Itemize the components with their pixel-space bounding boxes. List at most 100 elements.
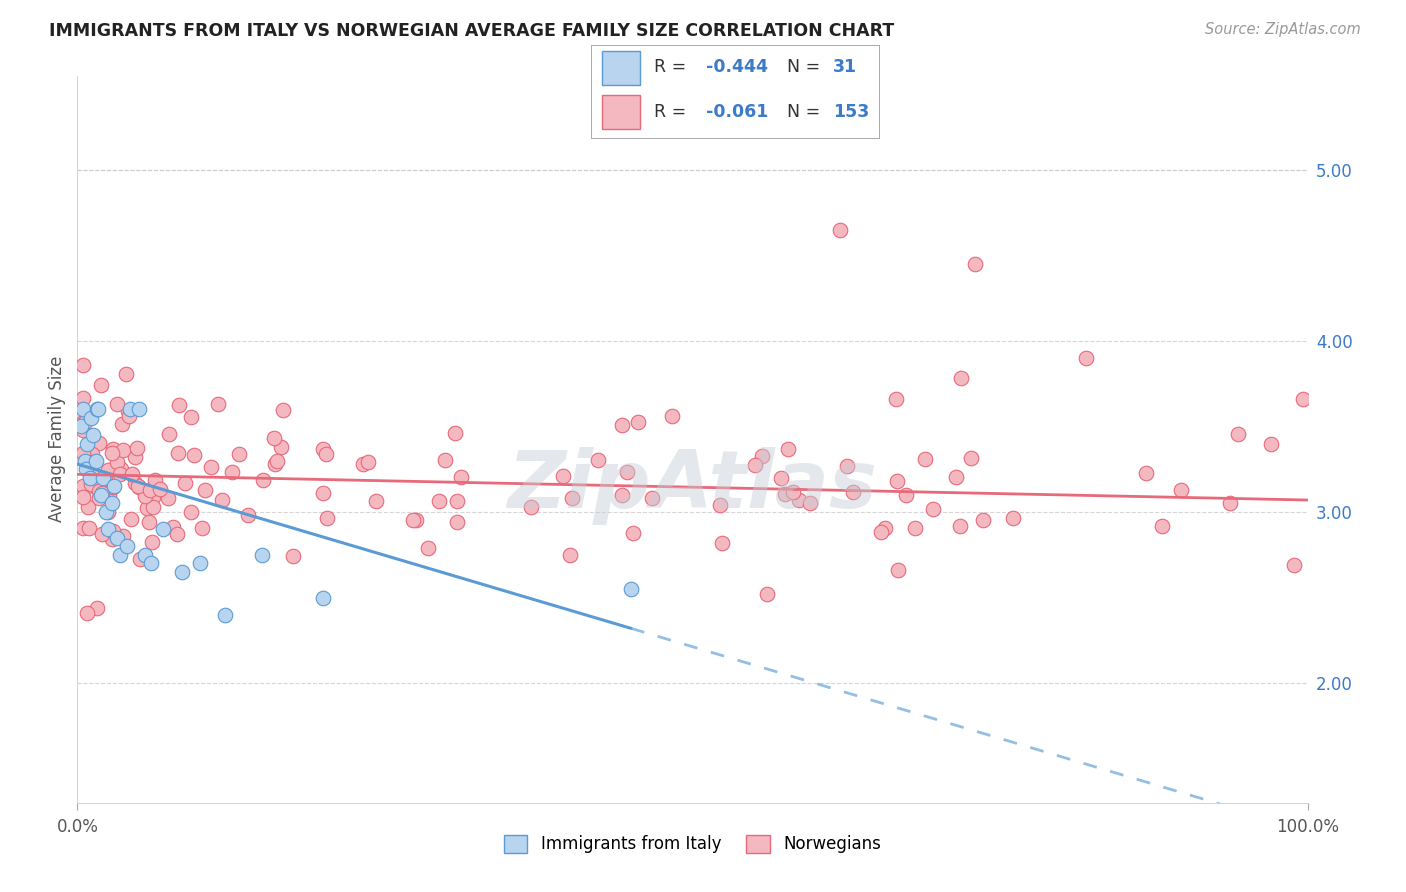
Point [904,521,927,535]
Point [124,475,146,490]
Point [129,552,152,566]
Point [561,491,583,505]
Point [270,440,292,454]
Text: N =: N = [786,58,825,76]
Point [312,486,335,500]
Point [616,465,638,479]
Text: -0.444: -0.444 [706,58,768,76]
Point [115,367,138,381]
Point [80,411,103,425]
Point [141,535,163,549]
Point [364,494,387,508]
Point [120,512,142,526]
Point [80,455,103,469]
Point [1170,483,1192,497]
Point [72,446,94,460]
Point [405,512,427,526]
Bar [602,95,640,129]
Text: R =: R = [654,58,692,76]
Point [433,453,456,467]
Point [950,371,973,385]
Point [1282,558,1305,572]
Point [214,607,236,622]
Point [90,486,112,500]
Point [914,452,936,467]
Text: N =: N = [786,103,825,121]
Point [835,458,858,473]
Point [830,223,852,237]
Point [281,549,304,563]
Point [166,527,188,541]
Point [1260,437,1282,451]
Point [887,563,910,577]
Point [115,539,138,553]
Point [271,403,294,417]
Point [94,505,117,519]
Point [90,527,112,541]
Legend: Immigrants from Italy, Norwegians: Immigrants from Italy, Norwegians [498,828,887,860]
Point [97,504,120,518]
Point [264,457,287,471]
Point [315,447,337,461]
Point [402,513,425,527]
Point [97,522,120,536]
Point [108,467,131,481]
Point [101,533,124,547]
Point [98,488,121,502]
Point [145,473,167,487]
Point [352,457,374,471]
Point [110,548,132,562]
Point [228,447,250,461]
Point [446,494,468,508]
Point [965,257,987,271]
Point [180,505,202,519]
Point [586,453,609,467]
Point [756,587,779,601]
Point [1219,496,1241,510]
Point [769,471,792,485]
Point [1135,466,1157,480]
Point [170,565,193,579]
Point [149,482,172,496]
Point [82,447,104,461]
Point [252,473,274,487]
Point [77,500,100,515]
Point [142,490,165,504]
Point [263,431,285,445]
Point [207,397,229,411]
Point [200,459,222,474]
Point [553,469,575,483]
Point [709,498,731,512]
Point [112,529,135,543]
Point [89,435,111,450]
Point [610,417,633,432]
Point [610,488,633,502]
Text: -0.061: -0.061 [706,103,768,121]
Point [418,541,440,555]
Point [194,483,217,497]
Point [82,428,104,442]
Point [84,453,107,467]
Point [124,450,146,464]
Point [945,470,967,484]
Point [191,520,214,534]
Point [751,449,773,463]
Point [1076,351,1098,365]
Point [117,409,139,423]
Point [174,475,197,490]
Point [166,446,188,460]
Point [959,451,981,466]
Point [250,548,273,562]
Point [103,480,125,494]
Point [94,467,117,481]
Point [1292,392,1315,407]
Point [72,490,94,504]
Point [72,479,94,493]
Point [157,491,180,505]
Point [111,442,134,457]
Point [136,501,159,516]
Point [134,489,156,503]
Point [450,469,472,483]
Point [125,441,148,455]
Point [180,409,202,424]
